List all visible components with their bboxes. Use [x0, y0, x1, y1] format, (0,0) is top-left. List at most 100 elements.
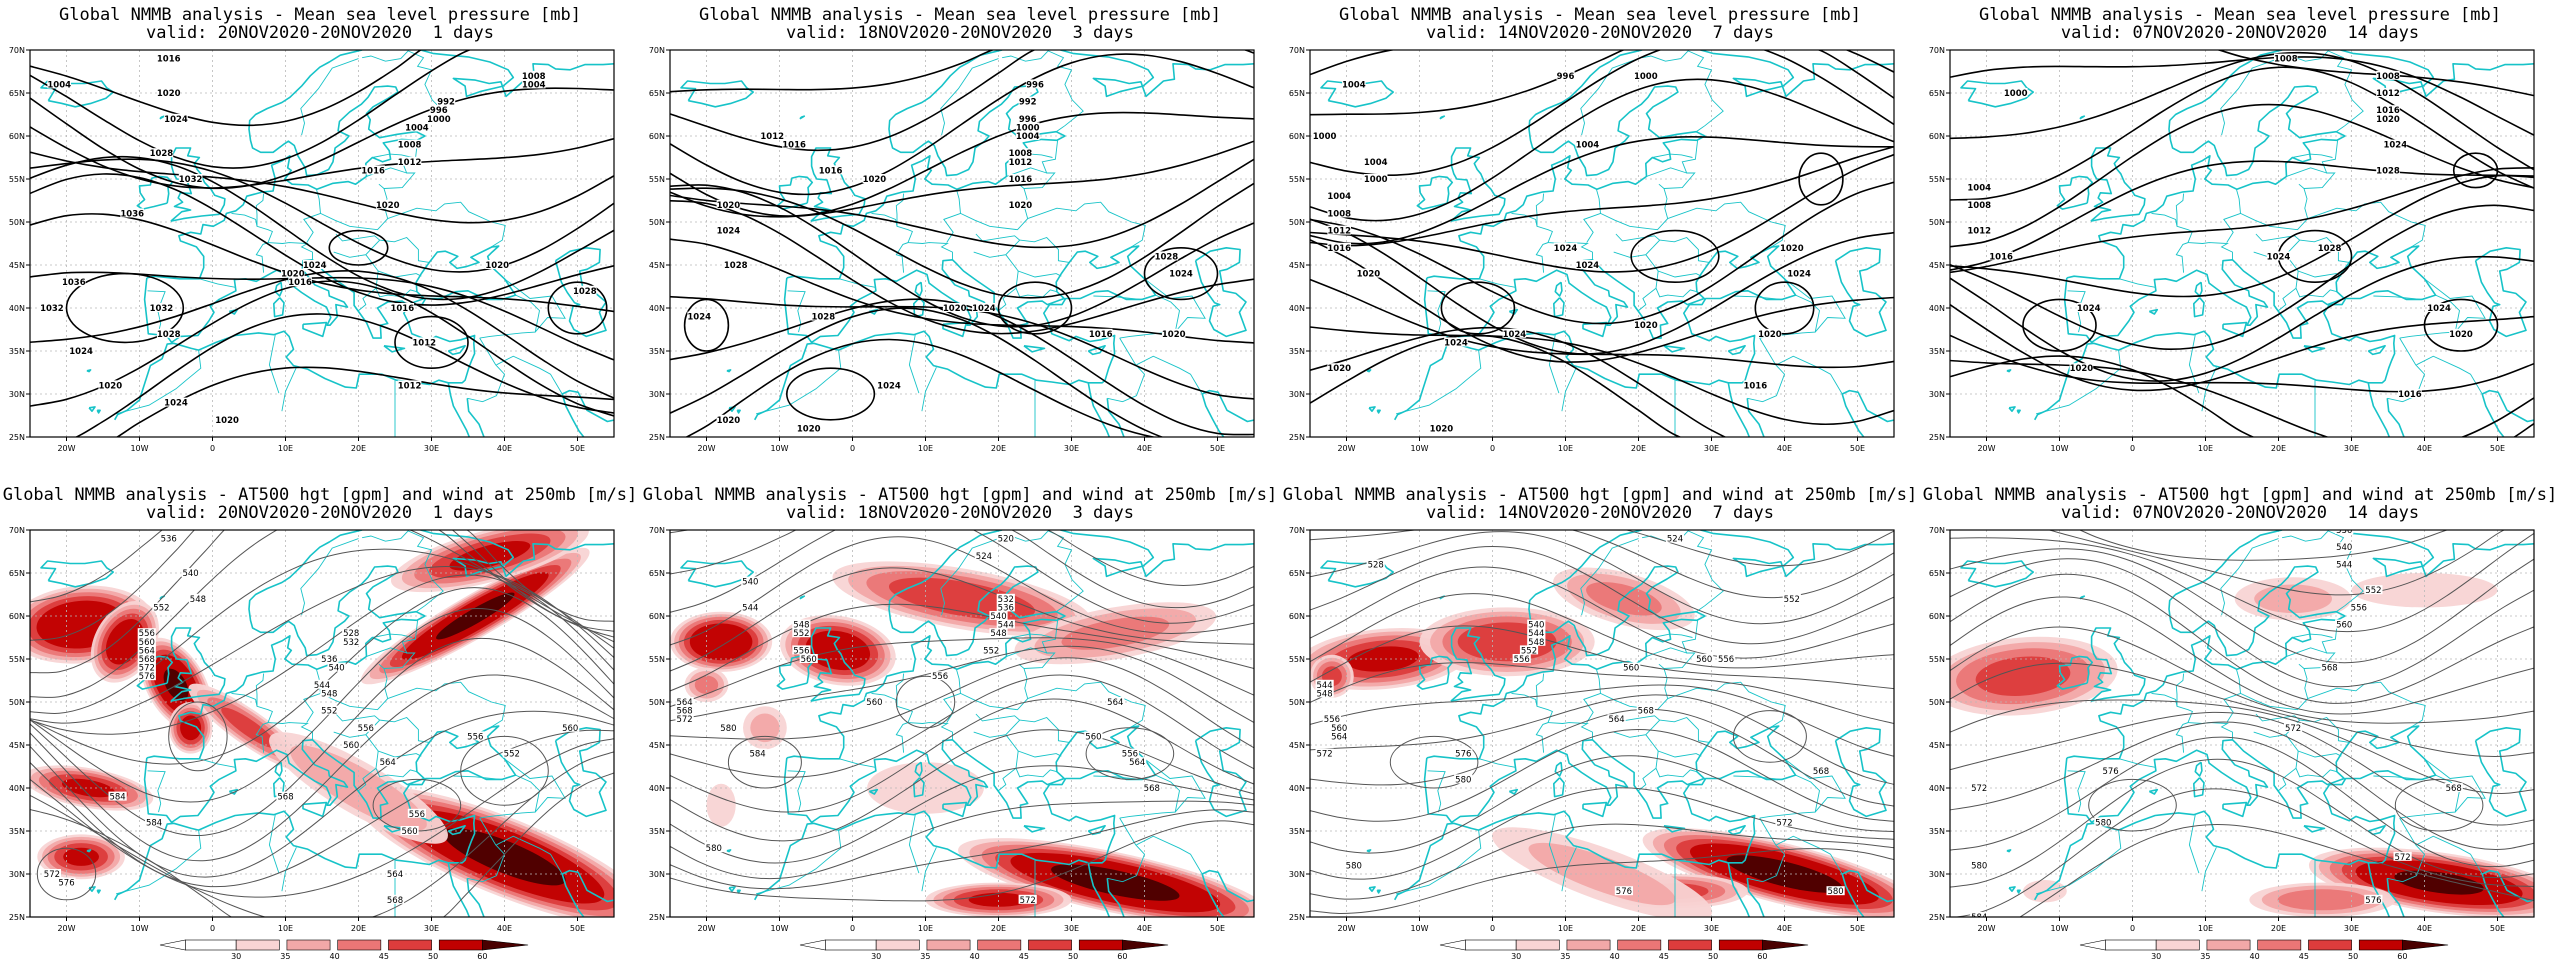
contour-label-bg: [1106, 697, 1125, 706]
lat-tick-label: 45N: [1929, 741, 1945, 750]
panel-title: Global NMMB analysis - Mean sea level pr…: [1979, 5, 2501, 25]
contour-label-bg: [1607, 714, 1626, 724]
contour-label-bg: [188, 593, 207, 603]
contour-label-bg: [1967, 225, 1991, 235]
lat-tick-label: 50N: [9, 218, 25, 227]
colorbar-tick-label: 60: [1757, 952, 1767, 960]
contour-label-bg: [2427, 303, 2451, 312]
contour-label-bg: [2398, 389, 2422, 398]
contour-line: [30, 87, 614, 190]
contour-label-bg: [1717, 654, 1736, 663]
contour-label-bg: [2376, 165, 2400, 175]
contour-label-bg: [1758, 328, 1782, 338]
border: [231, 212, 273, 273]
contour-label: 572: [1776, 818, 1792, 828]
border: [199, 278, 236, 288]
border: [2285, 254, 2342, 278]
contour-line: [670, 140, 1254, 218]
lat-tick-label: 45N: [649, 741, 665, 750]
contour-label: 1004: [1364, 158, 1388, 168]
panel-title: Global NMMB analysis - AT500 hgt [gpm] a…: [1922, 485, 2558, 505]
contour-label: 1008: [522, 72, 546, 82]
contour-label-bg: [1344, 860, 1363, 870]
contour-label-bg: [215, 414, 239, 424]
panel-mslp-3d: Global NMMB analysis - Mean sea level pr…: [640, 0, 1280, 480]
colorbar-tick-label: 35: [280, 952, 290, 960]
contour-label: 1024: [2077, 304, 2101, 314]
contour-label-bg: [1018, 96, 1037, 106]
coastline: [114, 245, 517, 421]
contour-label-bg: [704, 843, 723, 853]
coastline: [1087, 824, 1106, 836]
coastline: [1106, 878, 1125, 917]
coastline: [912, 777, 925, 798]
contour-label-bg: [342, 740, 361, 749]
closed-contour: [2452, 152, 2499, 189]
contour-label-bg: [1142, 783, 1161, 792]
contour-line: [670, 530, 1254, 624]
contour-label: 552: [153, 603, 169, 613]
lat-tick-label: 70N: [1929, 526, 1945, 535]
coastline: [1700, 530, 1894, 578]
contour-label-bg: [397, 156, 422, 166]
contour-label: 572: [2394, 853, 2410, 863]
closed-contour: [1630, 229, 1720, 283]
contour-label: 560: [1623, 664, 1639, 674]
contour-label-bg: [69, 346, 93, 355]
coastline: [726, 369, 732, 373]
coastline: [942, 801, 968, 818]
contour-labels: 1004 996 1000 1000 1004 1000 1004 1008 1012 1016 1…: [1313, 70, 1811, 434]
coastline: [561, 389, 614, 423]
coastline: [2090, 147, 2146, 222]
contour-label-bg: [42, 869, 61, 878]
lat-tick-label: 60N: [1929, 612, 1945, 621]
contour-line: [1310, 181, 1894, 325]
contour-line: [1310, 662, 1894, 724]
coastline: [2303, 825, 2326, 833]
contour-label-bg: [327, 662, 346, 672]
coastline: [1727, 344, 1746, 356]
plot-frame: [1309, 529, 1895, 918]
contour-label: 556: [1718, 655, 1734, 665]
contour-label: 1004: [1576, 141, 1600, 151]
coastline: [2090, 627, 2146, 702]
coastline: [680, 80, 754, 108]
border: [1663, 140, 1699, 189]
contour-label: 1020: [717, 201, 741, 211]
contour-line: [1310, 50, 1894, 116]
border: [2416, 355, 2483, 395]
contour-label-bg: [1008, 148, 1033, 158]
contour-label: 572: [676, 715, 692, 725]
colorbar: 30 35 40 45 50 60: [799, 939, 1169, 960]
contour-label: 568: [387, 896, 403, 906]
colorbar-tick-label: 45: [379, 952, 389, 960]
colorbar-swatch: [926, 939, 971, 951]
graticule: [1950, 50, 2534, 437]
border: [960, 663, 1029, 711]
panel-valid-line: valid: 07NOV2020-20NOV2020 14 days: [2060, 23, 2420, 43]
contour-label: 1000: [2004, 89, 2028, 99]
contour-label: 1016: [819, 166, 843, 176]
contour-label: 556: [409, 810, 425, 820]
axis-labels: 70N 65N 60N 55N 50N 45N 40N 35N 30N 25N 20W 10W 0 10E…: [1289, 526, 1865, 933]
border: [2188, 814, 2200, 874]
contour-label-bg: [972, 303, 996, 312]
colorbar-extend-high: [2402, 939, 2449, 951]
coastline: [1060, 50, 1254, 98]
pressure-contours: [670, 50, 1254, 437]
contour-label-bg: [2094, 817, 2113, 827]
border: [2307, 681, 2426, 728]
contour-label: 524: [976, 552, 992, 562]
contour-label-bg: [982, 645, 1001, 655]
border: [2240, 663, 2309, 711]
contour-label: 1028: [157, 330, 181, 340]
border: [1136, 355, 1203, 395]
border: [2187, 242, 2233, 260]
contour-label: 536: [998, 603, 1014, 613]
lat-tick-label: 45N: [9, 741, 25, 750]
contour-line: [1310, 755, 1894, 854]
coastline: [1288, 799, 1295, 801]
lat-tick-label: 45N: [1289, 741, 1305, 750]
